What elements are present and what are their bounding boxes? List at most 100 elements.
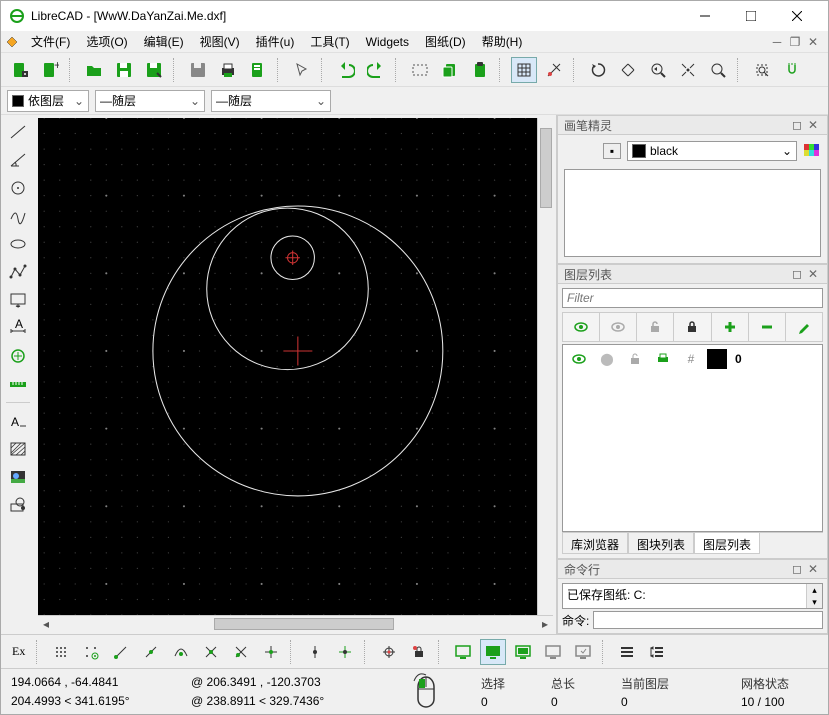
ellipse-tool[interactable] <box>4 231 32 257</box>
copy-button[interactable] <box>437 57 463 83</box>
command-input[interactable] <box>593 611 823 629</box>
freeze-icon[interactable]: ⬤ <box>595 349 619 369</box>
print-preview-button[interactable] <box>245 57 271 83</box>
screen2-button[interactable] <box>480 639 506 665</box>
modify-tool[interactable] <box>4 343 32 369</box>
menu-item-1[interactable]: 选项(O) <box>78 33 135 51</box>
screen5-button[interactable] <box>570 639 596 665</box>
color-picker-button[interactable] <box>803 143 821 159</box>
menu-item-7[interactable]: 图纸(D) <box>417 33 474 51</box>
zoom-window-button[interactable] <box>705 57 731 83</box>
snap-free-button[interactable] <box>48 639 74 665</box>
horizontal-scrollbar[interactable]: ◂ ▸ <box>38 615 553 631</box>
new-file-plus-button[interactable]: + <box>37 57 63 83</box>
snap-ex-button[interactable]: Ex <box>7 639 30 665</box>
layer-filter-input[interactable] <box>562 288 823 308</box>
dimension-tool[interactable]: A <box>4 315 32 341</box>
undo-button[interactable] <box>333 57 359 83</box>
close-button[interactable] <box>774 1 820 31</box>
menu-item-5[interactable]: 工具(T) <box>302 33 357 51</box>
menu-item-6[interactable]: Widgets <box>358 33 417 51</box>
angle-line-tool[interactable] <box>4 147 32 173</box>
snap-intersection-button[interactable] <box>258 639 284 665</box>
layer-row-0[interactable]: ⬤ # 0 <box>563 345 822 373</box>
block-tool[interactable] <box>4 492 32 518</box>
scroll-down-icon[interactable]: ▾ <box>807 596 822 608</box>
menu-item-4[interactable]: 插件(u) <box>248 33 303 51</box>
layer-show-all-button[interactable] <box>563 313 600 341</box>
cut-button[interactable] <box>407 57 433 83</box>
maximize-button[interactable] <box>728 1 774 31</box>
layer-lock-button[interactable] <box>674 313 711 341</box>
draft-mode-button[interactable] <box>541 57 567 83</box>
menu-item-0[interactable]: 文件(F) <box>23 33 78 51</box>
mdi-minimize-icon[interactable]: ─ <box>770 35 784 49</box>
eye-icon[interactable] <box>567 349 591 369</box>
restrict-nothing-button[interactable] <box>302 639 328 665</box>
layer-hide-all-button[interactable] <box>600 313 637 341</box>
spline-tool[interactable] <box>4 203 32 229</box>
layer-width-combo[interactable]: —随层 ⌄ <box>95 90 205 112</box>
undock-icon[interactable]: ◻ <box>789 118 805 132</box>
minimize-button[interactable] <box>682 1 728 31</box>
layer-color-swatch[interactable] <box>707 349 727 369</box>
save-gray-button[interactable] <box>185 57 211 83</box>
close-panel-icon[interactable]: ✕ <box>805 118 821 132</box>
close-panel-icon[interactable]: ✕ <box>805 267 821 281</box>
menu-item-3[interactable]: 视图(V) <box>192 33 248 51</box>
drawing-canvas[interactable] <box>38 118 537 615</box>
undock-icon[interactable]: ◻ <box>789 267 805 281</box>
zoom-prev-button[interactable] <box>645 57 671 83</box>
circle-tool[interactable] <box>4 175 32 201</box>
save-button[interactable] <box>111 57 137 83</box>
snap-on-entity-button[interactable] <box>138 639 164 665</box>
screen4-button[interactable] <box>540 639 566 665</box>
snap-middle-button[interactable] <box>198 639 224 665</box>
pen-color-combo[interactable]: black ⌄ <box>627 141 797 161</box>
zoom-auto-button[interactable] <box>615 57 641 83</box>
snap-grid-button[interactable] <box>78 639 104 665</box>
scroll-up-icon[interactable]: ▴ <box>807 584 822 596</box>
tab-library[interactable]: 库浏览器 <box>562 533 628 554</box>
construction-icon[interactable]: # <box>679 349 703 369</box>
layer-unlock-button[interactable] <box>637 313 674 341</box>
select-tool[interactable] <box>4 287 32 313</box>
lock-icon[interactable] <box>623 349 647 369</box>
measure-tool[interactable] <box>4 371 32 397</box>
print-icon[interactable] <box>651 349 675 369</box>
close-panel-icon[interactable]: ✕ <box>805 562 821 576</box>
snap-center-button[interactable] <box>168 639 194 665</box>
grid-toggle-button[interactable] <box>511 57 537 83</box>
layer-linetype-combo[interactable]: —随层 ⌄ <box>211 90 331 112</box>
paste-button[interactable] <box>467 57 493 83</box>
text-tool[interactable]: A <box>4 408 32 434</box>
undock-icon[interactable]: ◻ <box>789 562 805 576</box>
image-tool[interactable] <box>4 464 32 490</box>
pan-button[interactable] <box>749 57 775 83</box>
layer-edit-button[interactable] <box>786 313 822 341</box>
hatch-tool[interactable] <box>4 436 32 462</box>
zoom-extents-button[interactable] <box>675 57 701 83</box>
vertical-scrollbar[interactable] <box>537 118 553 615</box>
restrict-ortho-button[interactable] <box>332 639 358 665</box>
open-button[interactable] <box>81 57 107 83</box>
tab-blocks[interactable]: 图块列表 <box>628 533 694 554</box>
zoom-pan-button[interactable] <box>779 57 805 83</box>
save-as-button[interactable] <box>141 57 167 83</box>
snap-distance-button[interactable] <box>228 639 254 665</box>
pen-select-button[interactable]: ▪ <box>603 143 621 159</box>
zoom-redraw-button[interactable] <box>585 57 611 83</box>
polyline-tool[interactable] <box>4 259 32 285</box>
layer-remove-button[interactable] <box>749 313 786 341</box>
new-file-button[interactable] <box>7 57 33 83</box>
screen3-button[interactable] <box>510 639 536 665</box>
layer-add-button[interactable] <box>712 313 749 341</box>
relative-zero-button[interactable] <box>376 639 402 665</box>
tab-layers[interactable]: 图层列表 <box>694 533 760 554</box>
mdi-restore-icon[interactable]: ❐ <box>788 35 802 49</box>
options1-button[interactable] <box>614 639 640 665</box>
screen1-button[interactable] <box>450 639 476 665</box>
pointer-button[interactable] <box>289 57 315 83</box>
print-button[interactable] <box>215 57 241 83</box>
menu-item-2[interactable]: 编辑(E) <box>136 33 192 51</box>
